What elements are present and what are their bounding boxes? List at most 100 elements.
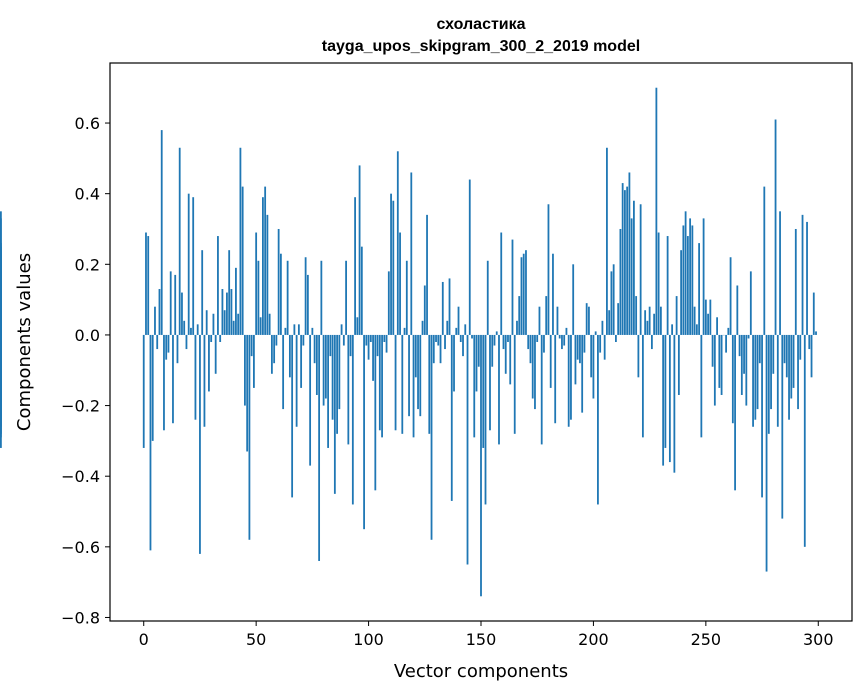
bar-86 — [336, 334, 338, 434]
bar-39 — [230, 289, 233, 335]
bar-174 — [534, 334, 536, 410]
bar-44 — [241, 186, 244, 335]
bar-236 — [673, 334, 676, 473]
bar-257 — [720, 334, 723, 395]
bar-159 — [500, 232, 503, 335]
bar-253 — [711, 334, 714, 367]
bar-96 — [358, 165, 361, 335]
bar-137 — [450, 334, 453, 501]
bar-17 — [181, 292, 183, 335]
bar-211 — [617, 303, 620, 335]
bar-184 — [556, 306, 559, 335]
bar-168 — [520, 257, 523, 335]
bar-242 — [686, 236, 689, 335]
bar-81 — [324, 334, 327, 399]
bar-80 — [322, 334, 325, 406]
y-tick-label: −0.8 — [61, 608, 100, 627]
bar-272 — [754, 334, 757, 420]
bar-103 — [374, 334, 377, 491]
bar-231 — [662, 334, 665, 466]
bar-277 — [765, 334, 768, 572]
bar-217 — [630, 218, 633, 335]
bar-54 — [264, 186, 267, 335]
bar-134 — [444, 334, 446, 350]
bar-16 — [178, 147, 181, 335]
bar-278 — [767, 334, 770, 434]
bar-284 — [781, 334, 784, 519]
bar-60 — [277, 228, 280, 335]
bar-202 — [597, 334, 599, 505]
bar-75 — [311, 327, 314, 335]
bar-124 — [421, 320, 424, 335]
bar-244 — [691, 225, 694, 335]
bar-114 — [399, 232, 401, 335]
bar-204 — [601, 320, 604, 335]
bar-193 — [576, 334, 579, 360]
bar-182 — [552, 253, 554, 335]
bar-283 — [779, 211, 781, 335]
bar-8 — [160, 130, 163, 335]
bar-132 — [439, 334, 442, 364]
bar-63 — [284, 327, 287, 335]
bar-269 — [747, 334, 750, 339]
bar-25 — [199, 334, 201, 554]
bar-262 — [731, 334, 734, 424]
bar-90 — [345, 260, 347, 335]
bar-151 — [482, 334, 485, 448]
bar-27 — [203, 334, 206, 427]
bar-72 — [304, 257, 307, 335]
bar-173 — [531, 334, 534, 399]
bar-178 — [543, 334, 545, 353]
bar-222 — [641, 334, 644, 438]
bar-270 — [749, 271, 752, 335]
bar-95 — [356, 317, 359, 335]
bar-228 — [655, 87, 658, 335]
bar-23 — [194, 334, 197, 420]
bar-94 — [354, 197, 356, 335]
bar-287 — [788, 334, 790, 420]
bar-186 — [561, 334, 563, 350]
bar-35 — [221, 289, 224, 335]
bar-251 — [707, 313, 709, 335]
bar-198 — [588, 306, 590, 335]
bar-250 — [704, 299, 707, 335]
bar-275 — [761, 334, 763, 498]
bar-82 — [327, 334, 329, 448]
bar-74 — [309, 334, 312, 466]
bar-290 — [794, 228, 797, 335]
bar-214 — [624, 190, 626, 335]
bar-149 — [477, 334, 480, 367]
bar-176 — [538, 306, 541, 335]
bar-197 — [585, 303, 588, 335]
bar-240 — [682, 225, 685, 335]
bar-31 — [212, 313, 215, 335]
bar-238 — [677, 334, 680, 395]
bar-121 — [414, 334, 417, 378]
bar-101 — [369, 334, 372, 342]
bar-26 — [201, 250, 204, 335]
bar-199 — [590, 334, 593, 378]
bar-48 — [250, 334, 253, 357]
bar-286 — [785, 334, 788, 378]
bar-11 — [167, 334, 170, 353]
bar-292 — [799, 334, 802, 360]
y-tick-label: 0.4 — [75, 185, 100, 204]
bar-139 — [455, 327, 458, 335]
bar-281 — [774, 119, 777, 335]
bar-117 — [405, 260, 408, 335]
bar-263 — [734, 334, 736, 491]
bar-69 — [297, 324, 300, 335]
bar-29 — [208, 334, 210, 392]
bar-3 — [149, 334, 152, 551]
bar-170 — [525, 250, 527, 335]
bar-97 — [360, 246, 363, 335]
bar-1 — [145, 232, 147, 335]
bar-33 — [217, 236, 219, 335]
bar-42 — [237, 313, 240, 335]
bar-146 — [471, 334, 473, 339]
x-tick-label: 250 — [691, 630, 722, 649]
bar-192 — [574, 334, 577, 385]
bar-77 — [315, 334, 318, 395]
bar-87 — [338, 334, 341, 410]
x-axis-ticks: 0 50 100 150 200 250 300 — [139, 621, 834, 649]
